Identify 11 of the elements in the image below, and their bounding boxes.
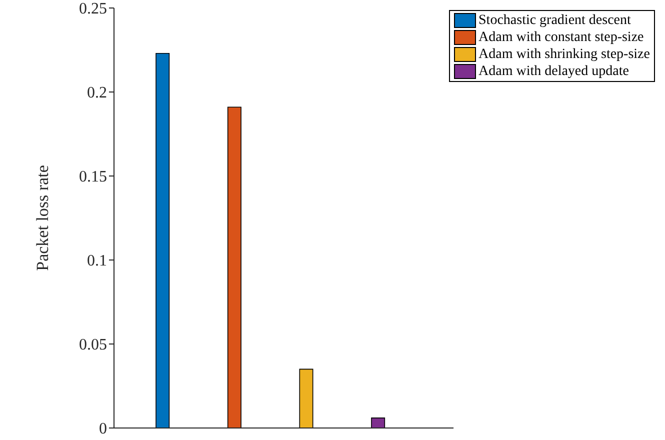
legend-label: Adam with constant step-size [478,29,644,46]
y-tick-label: 0.25 [79,0,107,18]
y-tick-label: 0.2 [87,84,107,102]
y-tick-label: 0.1 [87,252,107,270]
legend-label: Adam with shrinking step-size [478,46,650,63]
y-tick-label: 0 [99,420,107,438]
y-axis-title: Packet loss rate [33,165,52,271]
legend-label: Adam with delayed update [478,63,629,80]
legend-label: Stochastic gradient descent [478,12,631,29]
y-tick-label: 0.05 [79,336,107,354]
y-tick-label: 0.15 [79,168,107,186]
